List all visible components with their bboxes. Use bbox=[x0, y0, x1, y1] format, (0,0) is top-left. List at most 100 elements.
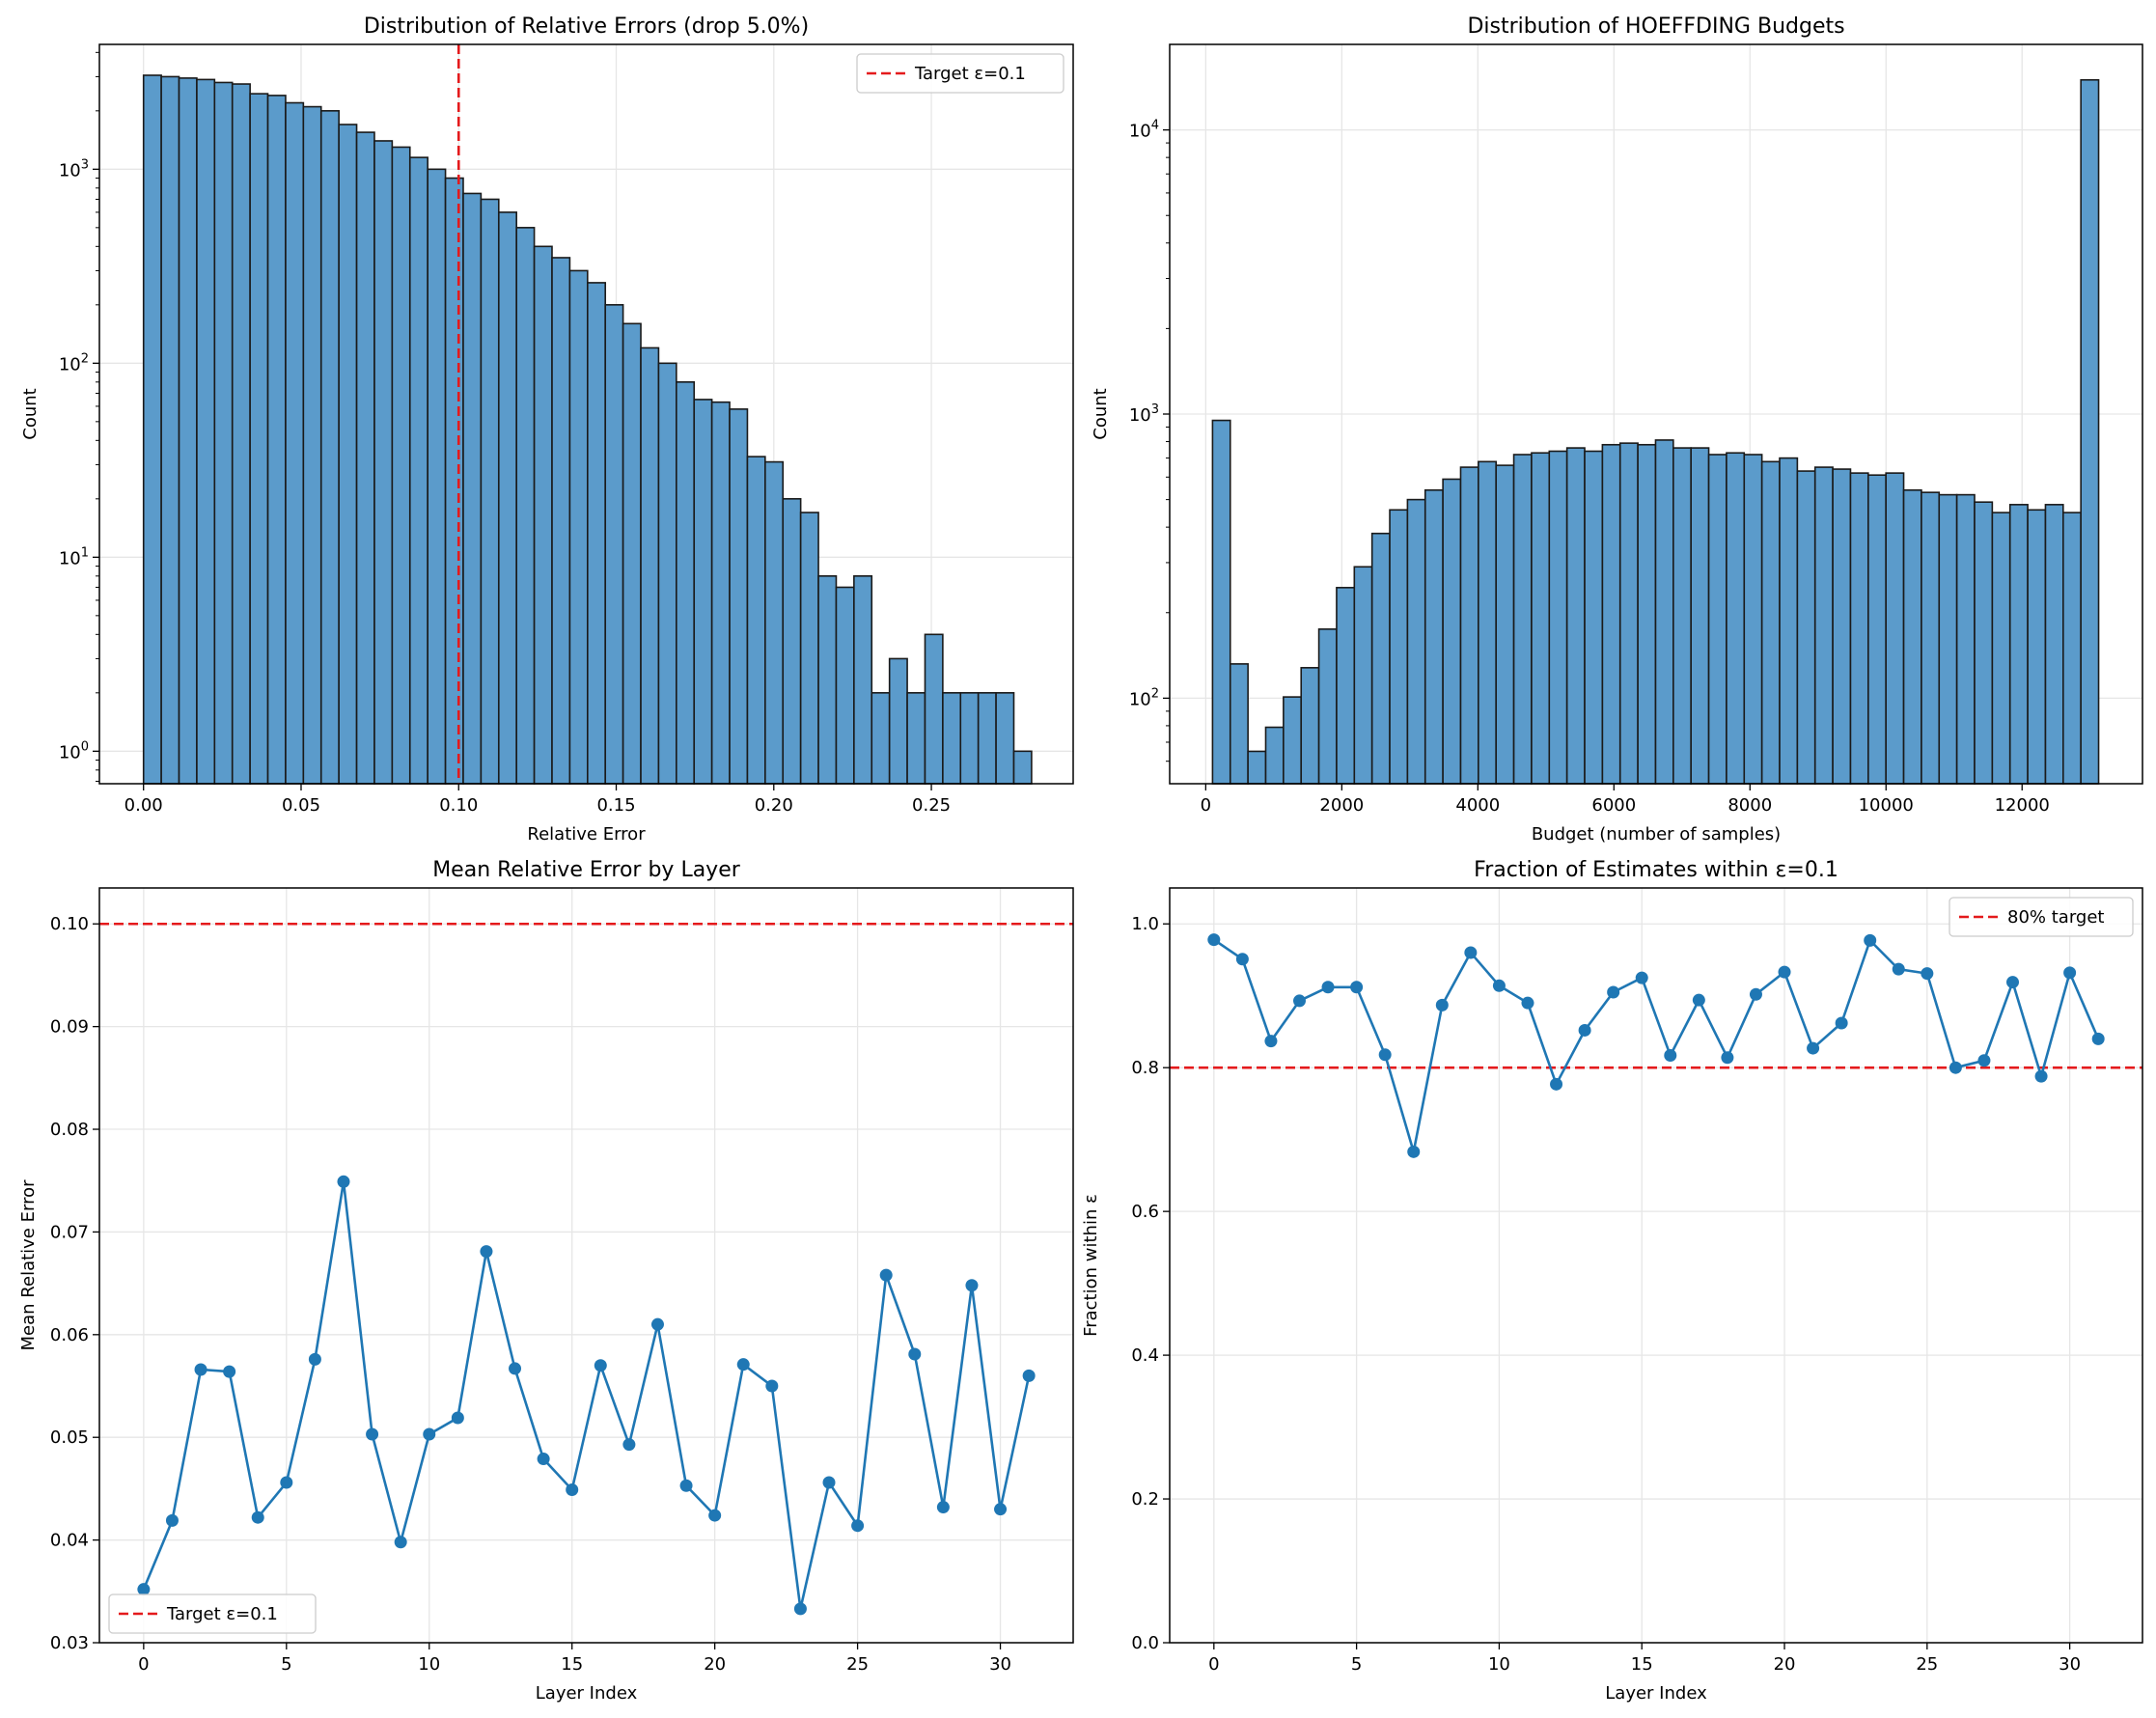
data-point bbox=[1921, 967, 1934, 981]
x-tick-label: 0.05 bbox=[282, 795, 320, 816]
x-tick-label: 4000 bbox=[1455, 795, 1500, 816]
histogram-bar bbox=[1495, 464, 1515, 785]
histogram-bar bbox=[995, 692, 1015, 785]
data-point bbox=[1264, 1035, 1278, 1048]
histogram-bar bbox=[319, 110, 340, 785]
data-point bbox=[366, 1427, 379, 1441]
histogram-bar bbox=[373, 140, 394, 785]
histogram-bar bbox=[1618, 442, 1639, 785]
histogram-bar bbox=[799, 512, 819, 785]
histogram-bar bbox=[462, 192, 483, 785]
histogram-bar bbox=[942, 692, 962, 785]
data-point bbox=[1664, 1049, 1677, 1063]
data-point bbox=[1721, 1051, 1734, 1065]
histogram-bar bbox=[1012, 750, 1033, 785]
histogram-bar bbox=[1672, 447, 1692, 785]
histogram-bar bbox=[1353, 566, 1373, 785]
y-tick-label: 0.03 bbox=[50, 1633, 89, 1653]
y-axis-label: Mean Relative Error bbox=[18, 1179, 39, 1351]
histogram-bar bbox=[551, 257, 571, 785]
histogram-bar bbox=[213, 81, 234, 785]
data-point bbox=[1977, 1054, 1991, 1067]
data-point bbox=[793, 1602, 807, 1616]
histogram-bar bbox=[977, 692, 997, 785]
x-tick-label: 10 bbox=[1488, 1654, 1510, 1675]
x-tick-label: 20 bbox=[1774, 1654, 1796, 1675]
histogram-bar bbox=[710, 401, 731, 785]
data-point bbox=[480, 1245, 493, 1259]
histogram-bar bbox=[729, 408, 749, 785]
data-point bbox=[1692, 993, 1705, 1007]
series-line bbox=[142, 1181, 1031, 1610]
histogram-bar bbox=[285, 101, 305, 785]
histogram-bar bbox=[817, 575, 838, 785]
histogram-bar bbox=[1813, 466, 1834, 785]
histogram-bar bbox=[1211, 419, 1231, 785]
histogram-bar bbox=[622, 322, 642, 785]
chart-2: 0 2000 4000 6000 8000 10000 12000 102 103 104 Dist… bbox=[1091, 14, 2143, 845]
data-point bbox=[1778, 965, 1791, 979]
y-tick-label: 0.07 bbox=[50, 1222, 89, 1242]
x-tick-label: 15 bbox=[1631, 1654, 1653, 1675]
y-tick-label: 0.08 bbox=[50, 1120, 89, 1140]
histogram-bar bbox=[1601, 443, 1621, 785]
legend-box bbox=[1949, 897, 2134, 937]
x-tick-label: 0.00 bbox=[124, 795, 163, 816]
y-tick-label: 102 bbox=[1129, 686, 1159, 709]
data-point bbox=[1835, 1016, 1848, 1030]
histogram-bar bbox=[1991, 512, 2011, 785]
histogram-bar bbox=[959, 692, 980, 785]
x-tick-label: 10 bbox=[418, 1654, 440, 1675]
histogram-bar bbox=[2062, 512, 2082, 785]
histogram-bar bbox=[2080, 78, 2100, 785]
data-point bbox=[1521, 996, 1534, 1010]
data-point bbox=[165, 1513, 179, 1527]
chart-1: 0.00 0.05 0.10 0.15 0.20 0.25 100 101 102 103 Dist… bbox=[20, 14, 1074, 845]
x-axis-label: Layer Index bbox=[1605, 1683, 1707, 1704]
histogram-bar bbox=[835, 586, 855, 785]
x-tick-label: 20 bbox=[704, 1654, 726, 1675]
y-tick-label: 1.0 bbox=[1131, 914, 1159, 934]
y-tick-label: 0.09 bbox=[50, 1017, 89, 1038]
data-point bbox=[1607, 985, 1620, 999]
data-point bbox=[509, 1362, 522, 1375]
histogram-bar bbox=[657, 362, 677, 785]
histogram-bars bbox=[1211, 78, 2100, 785]
histogram-bar bbox=[1885, 472, 1905, 785]
data-point bbox=[822, 1476, 836, 1489]
data-point bbox=[1378, 1048, 1392, 1062]
data-point bbox=[537, 1453, 550, 1466]
legend-label: 80% target bbox=[2007, 907, 2104, 928]
x-tick-label: 10000 bbox=[1859, 795, 1914, 816]
y-tick-label: 103 bbox=[1129, 402, 1159, 426]
histogram-bar bbox=[640, 346, 660, 785]
histogram-bar bbox=[1459, 466, 1479, 785]
histogram-bar bbox=[1264, 726, 1285, 785]
histogram-bar bbox=[1726, 452, 1746, 785]
chart-title: Distribution of Relative Errors (drop 5.… bbox=[364, 14, 809, 39]
data-point bbox=[566, 1482, 579, 1496]
axes-frame bbox=[1169, 887, 2143, 1644]
data-point bbox=[2006, 976, 2020, 989]
y-tick-label: 0.8 bbox=[1131, 1058, 1159, 1078]
legend: 80% target bbox=[1949, 897, 2134, 937]
histogram-bar bbox=[1743, 454, 1763, 785]
data-point bbox=[994, 1503, 1008, 1516]
histogram-bar bbox=[408, 156, 428, 785]
legend: Target ε=0.1 bbox=[856, 53, 1064, 94]
data-point bbox=[280, 1476, 293, 1489]
histogram-bar bbox=[231, 83, 251, 785]
chart-4: 0 5 10 15 20 25 30 0.0 0.2 0.4 0.6 0.8 1.0 Fraction o… bbox=[1081, 858, 2143, 1704]
histogram-bar bbox=[1229, 663, 1249, 785]
histogram-bar bbox=[1442, 478, 1462, 785]
y-tick-label: 0.04 bbox=[50, 1531, 89, 1551]
y-tick-label: 100 bbox=[59, 739, 89, 762]
data-point bbox=[194, 1363, 207, 1376]
axes-frame bbox=[98, 887, 1074, 1644]
x-tick-label: 25 bbox=[1916, 1654, 1938, 1675]
data-point bbox=[137, 1583, 151, 1596]
histogram-bar bbox=[1867, 474, 1887, 785]
data-point bbox=[1464, 946, 1478, 959]
x-tick-label: 0 bbox=[1201, 795, 1211, 816]
x-tick-label: 15 bbox=[561, 1654, 583, 1675]
